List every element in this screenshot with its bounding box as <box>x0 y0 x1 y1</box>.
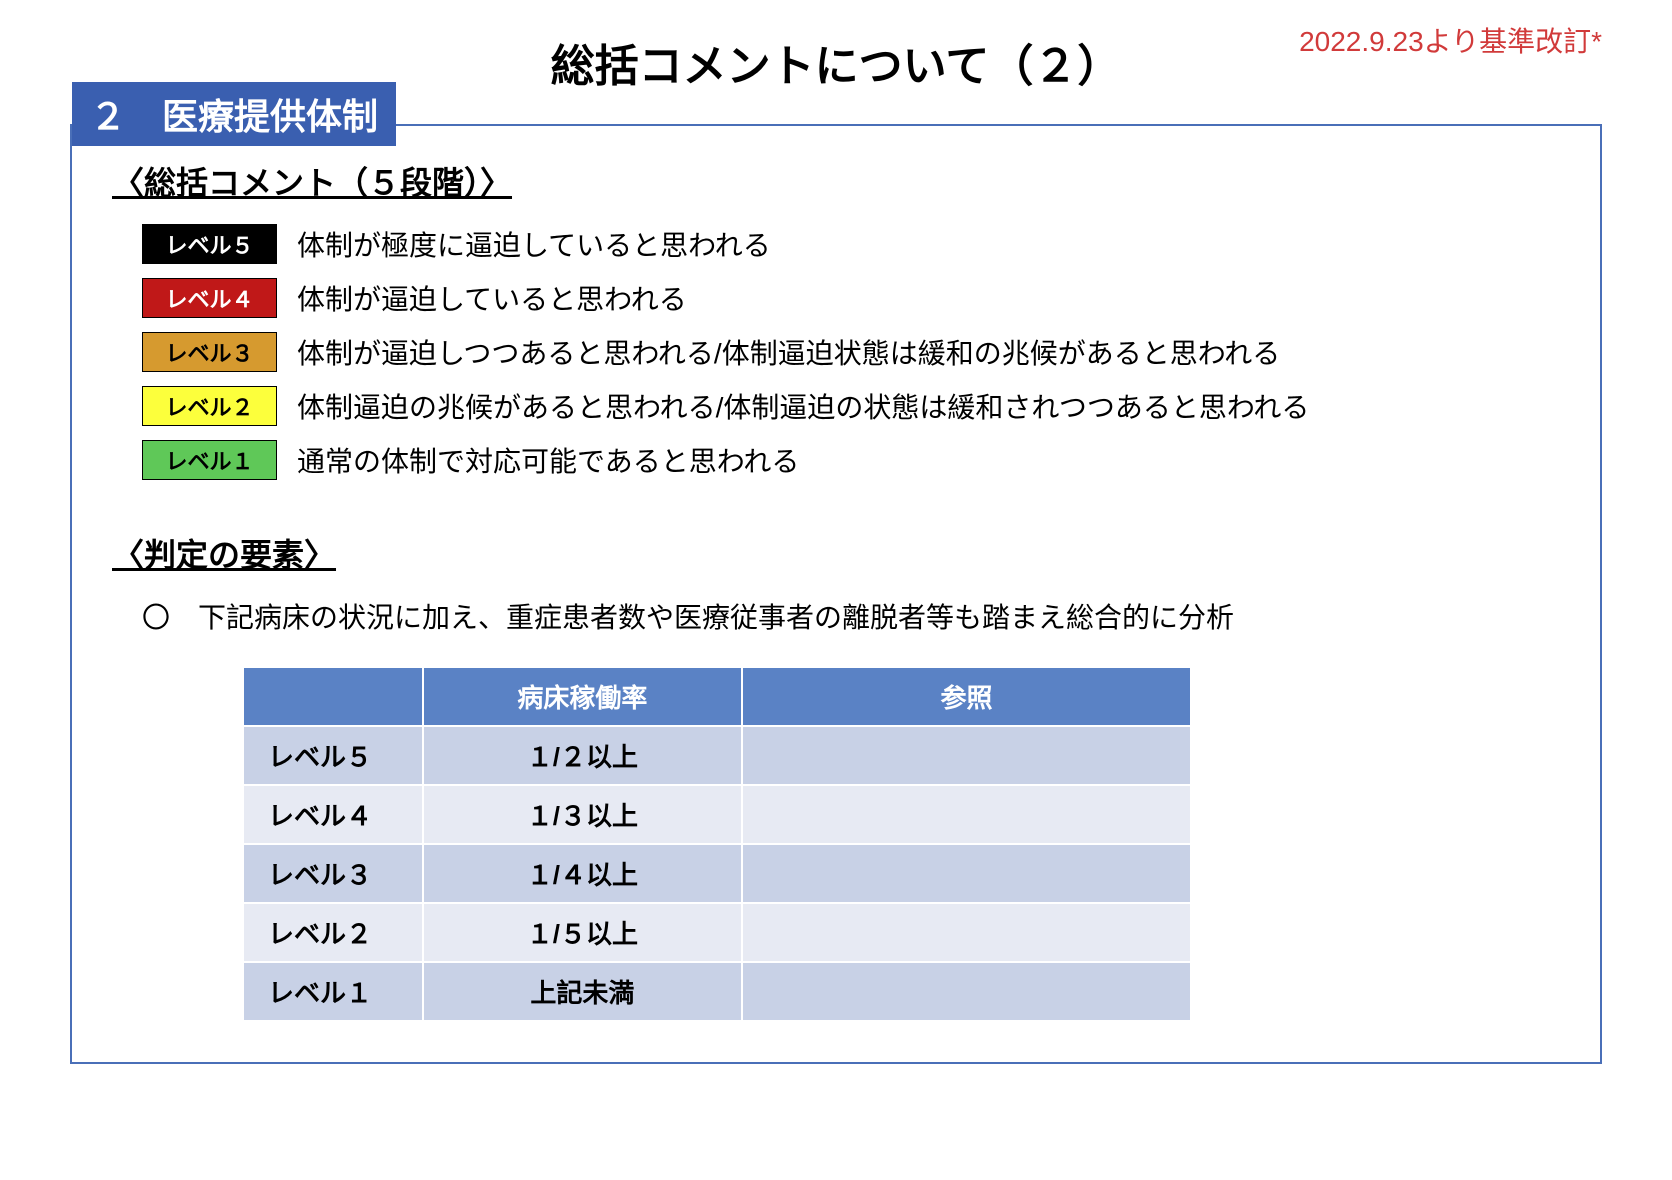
table-row: レベル３ １/４以上 <box>243 844 1191 903</box>
level-badge-5: レベル５ <box>142 224 277 264</box>
level-row: レベル４ 体制が逼迫していると思われる <box>142 278 1560 318</box>
table-cell-rate: １/２以上 <box>423 726 742 785</box>
table-cell-label: レベル３ <box>243 844 423 903</box>
level-row: レベル１ 通常の体制で対応可能であると思われる <box>142 440 1560 480</box>
level-desc: 体制逼迫の兆候があると思われる/体制逼迫の状態は緩和されつつあると思われる <box>297 386 1309 426</box>
table-cell-ref <box>742 962 1191 1021</box>
table-cell-label: レベル５ <box>243 726 423 785</box>
table-header-row: 病床稼働率 参照 <box>243 667 1191 726</box>
table-row: レベル１ 上記未満 <box>243 962 1191 1021</box>
table-row: レベル４ １/３以上 <box>243 785 1191 844</box>
level-badge-3: レベル３ <box>142 332 277 372</box>
level-desc: 体制が逼迫しつつあると思われる/体制逼迫状態は緩和の兆候があると思われる <box>297 332 1280 372</box>
level-desc: 通常の体制で対応可能であると思われる <box>297 440 799 480</box>
table-cell-label: レベル２ <box>243 903 423 962</box>
table-cell-rate: １/５以上 <box>423 903 742 962</box>
level-row: レベル５ 体制が極度に逼迫していると思われる <box>142 224 1560 264</box>
table-cell-rate: １/３以上 <box>423 785 742 844</box>
table-cell-label: レベル１ <box>243 962 423 1021</box>
level-desc: 体制が逼迫していると思われる <box>297 278 687 318</box>
level-row: レベル３ 体制が逼迫しつつあると思われる/体制逼迫状態は緩和の兆候があると思われ… <box>142 332 1560 372</box>
table-cell-label: レベル４ <box>243 785 423 844</box>
table-row: レベル２ １/５以上 <box>243 903 1191 962</box>
table-cell-ref <box>742 903 1191 962</box>
comment-heading: 〈総括コメント（５段階）〉 <box>112 158 1560 204</box>
level-desc: 体制が極度に逼迫していると思われる <box>297 224 771 264</box>
table-cell-ref <box>742 785 1191 844</box>
table-header-ref: 参照 <box>742 667 1191 726</box>
section-box: ２ 医療提供体制 〈総括コメント（５段階）〉 レベル５ 体制が極度に逼迫している… <box>70 124 1602 1064</box>
table-cell-ref <box>742 844 1191 903</box>
levels-list: レベル５ 体制が極度に逼迫していると思われる レベル４ 体制が逼迫していると思わ… <box>112 224 1560 480</box>
table-header-blank <box>243 667 423 726</box>
section-content: 〈総括コメント（５段階）〉 レベル５ 体制が極度に逼迫していると思われる レベル… <box>72 158 1600 1062</box>
page-title: 総括コメントについて（２） <box>551 30 1122 94</box>
revision-note: 2022.9.23より基準改訂* <box>1299 20 1602 60</box>
table-header-rate: 病床稼働率 <box>423 667 742 726</box>
table-cell-rate: 上記未満 <box>423 962 742 1021</box>
level-badge-1: レベル１ <box>142 440 277 480</box>
table-cell-rate: １/４以上 <box>423 844 742 903</box>
criteria-heading: 〈判定の要素〉 <box>112 530 1560 576</box>
table-row: レベル５ １/２以上 <box>243 726 1191 785</box>
level-badge-2: レベル２ <box>142 386 277 426</box>
section-header: ２ 医療提供体制 <box>72 82 396 146</box>
table-cell-ref <box>742 726 1191 785</box>
level-badge-4: レベル４ <box>142 278 277 318</box>
level-row: レベル２ 体制逼迫の兆候があると思われる/体制逼迫の状態は緩和されつつあると思わ… <box>142 386 1560 426</box>
criteria-note: 〇 下記病床の状況に加え、重症患者数や医療従事者の離脱者等も踏まえ総合的に分析 <box>142 596 1560 636</box>
criteria-table: 病床稼働率 参照 レベル５ １/２以上 レベル４ １/３以上 レベル３ １/４以 <box>242 666 1192 1022</box>
